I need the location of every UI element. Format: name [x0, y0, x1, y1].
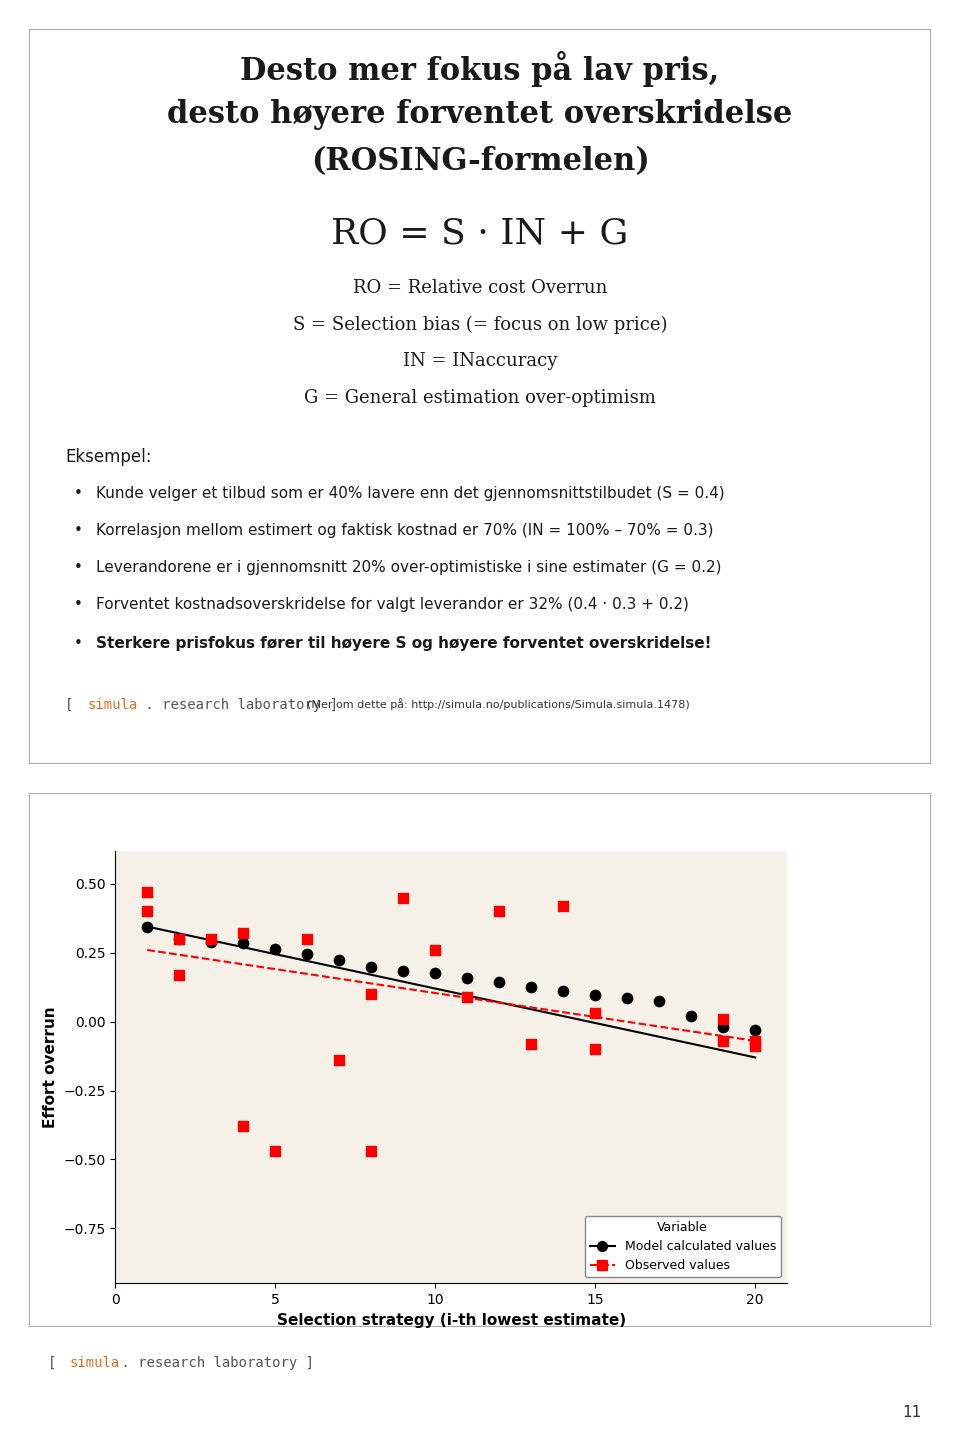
Point	[715, 1030, 731, 1053]
Point	[460, 966, 475, 989]
Point	[139, 916, 155, 939]
Point	[204, 930, 219, 953]
Point	[172, 927, 187, 950]
Point	[364, 955, 379, 978]
Text: •: •	[74, 559, 83, 575]
Point	[492, 900, 507, 923]
Point	[172, 927, 187, 950]
Point	[715, 1008, 731, 1031]
Text: [: [	[65, 698, 82, 712]
Text: G = General estimation over-optimism: G = General estimation over-optimism	[304, 389, 656, 407]
Point	[396, 885, 411, 908]
Point	[268, 937, 283, 960]
Text: RO = Relative cost Overrun: RO = Relative cost Overrun	[353, 278, 607, 297]
Text: RO = S · IN + G: RO = S · IN + G	[331, 216, 629, 251]
Text: simula: simula	[87, 698, 137, 712]
Point	[235, 932, 251, 955]
Text: •: •	[74, 523, 83, 538]
Point	[427, 962, 443, 985]
Text: Korrelasjon mellom estimert og faktisk kostnad er 70% (IN = 100% – 70% = 0.3): Korrelasjon mellom estimert og faktisk k…	[96, 523, 714, 538]
Text: desto høyere forventet overskridelse: desto høyere forventet overskridelse	[167, 98, 793, 130]
Point	[556, 894, 571, 917]
Point	[204, 927, 219, 950]
Point	[748, 1236, 763, 1259]
Text: Forventet kostnadsoverskridelse for valgt leverandor er 32% (0.4 · 0.3 + 0.2): Forventet kostnadsoverskridelse for valg…	[96, 597, 689, 611]
Point	[139, 881, 155, 904]
Point	[523, 1032, 539, 1056]
Text: Kunde velger et tilbud som er 40% lavere enn det gjennomsnittstilbudet (S = 0.4): Kunde velger et tilbud som er 40% lavere…	[96, 486, 725, 502]
Text: S = Selection bias (= focus on low price): S = Selection bias (= focus on low price…	[293, 316, 667, 335]
Text: Desto mer fokus på lav pris,: Desto mer fokus på lav pris,	[240, 50, 720, 87]
Point	[235, 1115, 251, 1138]
Point	[268, 1139, 283, 1162]
Text: Leverandorene er i gjennomsnitt 20% over-optimistiske i sine estimater (G = 0.2): Leverandorene er i gjennomsnitt 20% over…	[96, 559, 722, 575]
Point	[300, 927, 315, 950]
Text: •: •	[74, 597, 83, 611]
Point	[556, 979, 571, 1002]
Point	[364, 982, 379, 1005]
Point	[427, 939, 443, 962]
Point	[715, 1015, 731, 1038]
Text: . research laboratory ]: . research laboratory ]	[137, 698, 338, 712]
Point	[588, 1038, 603, 1061]
Point	[364, 1139, 379, 1162]
Point	[684, 1005, 699, 1028]
X-axis label: Selection strategy (i-th lowest estimate): Selection strategy (i-th lowest estimate…	[276, 1312, 626, 1328]
Point	[523, 976, 539, 999]
Point	[235, 921, 251, 945]
Point	[748, 1018, 763, 1041]
Text: IN = INaccuracy: IN = INaccuracy	[403, 352, 557, 371]
Y-axis label: Effort overrun: Effort overrun	[42, 1007, 58, 1128]
Point	[460, 985, 475, 1008]
Point	[748, 1035, 763, 1058]
Point	[331, 1048, 347, 1071]
Text: simula: simula	[69, 1355, 120, 1370]
Text: Sterkere prisfokus fører til høyere S og høyere forventet overskridelse!: Sterkere prisfokus fører til høyere S og…	[96, 636, 712, 650]
Point	[172, 963, 187, 986]
Point	[139, 900, 155, 923]
Text: •: •	[74, 636, 83, 650]
Text: (Mer om dette på: http://simula.no/publications/Simula.simula.1478): (Mer om dette på: http://simula.no/publi…	[306, 698, 689, 709]
Point	[748, 1030, 763, 1053]
Text: (ROSING-formelen): (ROSING-formelen)	[311, 147, 649, 177]
Text: 11: 11	[902, 1406, 922, 1420]
Text: . research laboratory ]: . research laboratory ]	[113, 1355, 314, 1370]
Point	[331, 947, 347, 970]
Text: Eksempel:: Eksempel:	[65, 448, 152, 466]
Text: •: •	[74, 486, 83, 502]
Point	[652, 989, 667, 1012]
Point	[588, 983, 603, 1007]
Point	[396, 959, 411, 982]
Point	[619, 986, 635, 1009]
Point	[588, 1002, 603, 1025]
Legend: Model calculated values, Observed values: Model calculated values, Observed values	[585, 1216, 780, 1278]
Text: [: [	[48, 1355, 64, 1370]
Point	[300, 943, 315, 966]
Point	[492, 970, 507, 994]
